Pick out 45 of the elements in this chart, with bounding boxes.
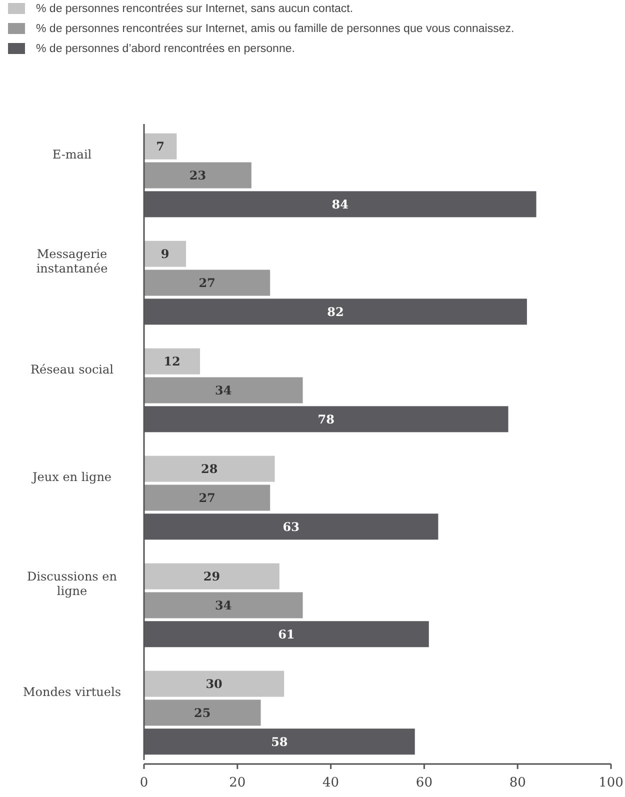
y-tick-label: Jeux en ligne	[30, 470, 112, 484]
data-label: 27	[198, 490, 216, 505]
data-label: 29	[203, 570, 220, 584]
data-label: 7	[156, 140, 165, 154]
data-label: 34	[215, 598, 232, 612]
x-tick-label: 60	[416, 775, 432, 790]
bar	[144, 377, 303, 404]
data-label: 27	[198, 276, 216, 290]
bar	[144, 162, 252, 188]
bar	[144, 456, 275, 482]
data-label: 84	[332, 197, 348, 212]
x-tick-label: 40	[322, 775, 340, 790]
bar	[144, 700, 261, 726]
y-tick-label: Mondes virtuels	[23, 684, 121, 699]
y-tick-label: Réseau social	[30, 362, 114, 376]
data-label: 30	[206, 677, 222, 691]
y-tick-label: Discussions en ligne	[27, 569, 118, 598]
bar	[144, 348, 200, 374]
bar	[144, 484, 270, 511]
bar	[144, 270, 270, 296]
legend-label: % de personnes d’abord rencontrées en personne.	[36, 43, 295, 55]
data-label: 82	[327, 304, 344, 319]
x-tick-label: 100	[598, 775, 624, 790]
data-label: 28	[201, 462, 218, 476]
data-label: 25	[194, 706, 211, 720]
bar	[144, 592, 303, 618]
data-label: 23	[189, 168, 206, 182]
x-tick-label: 80	[509, 775, 526, 790]
bar	[144, 670, 284, 697]
bar	[144, 563, 280, 590]
data-label: 9	[160, 247, 170, 262]
data-label: 78	[318, 412, 334, 426]
data-label: 63	[282, 520, 300, 534]
data-label: 61	[278, 627, 295, 642]
legend-label: % de personnes rencontrées sur Internet, sans aucun contact.	[36, 3, 354, 15]
bar	[144, 133, 177, 160]
x-tick-label: 20	[229, 775, 246, 790]
data-label: 34	[215, 383, 232, 398]
data-label: 12	[164, 354, 180, 369]
y-tick-label: Messagerie instantanée	[36, 247, 108, 276]
legend-label: % de personnes rencontrées sur Internet, amis ou famille de personnes que vous connaissez.	[36, 23, 514, 35]
data-label: 58	[271, 734, 288, 749]
x-tick-label: 0	[140, 775, 148, 790]
bar	[144, 240, 186, 267]
y-tick-label: E-mail	[52, 148, 92, 162]
